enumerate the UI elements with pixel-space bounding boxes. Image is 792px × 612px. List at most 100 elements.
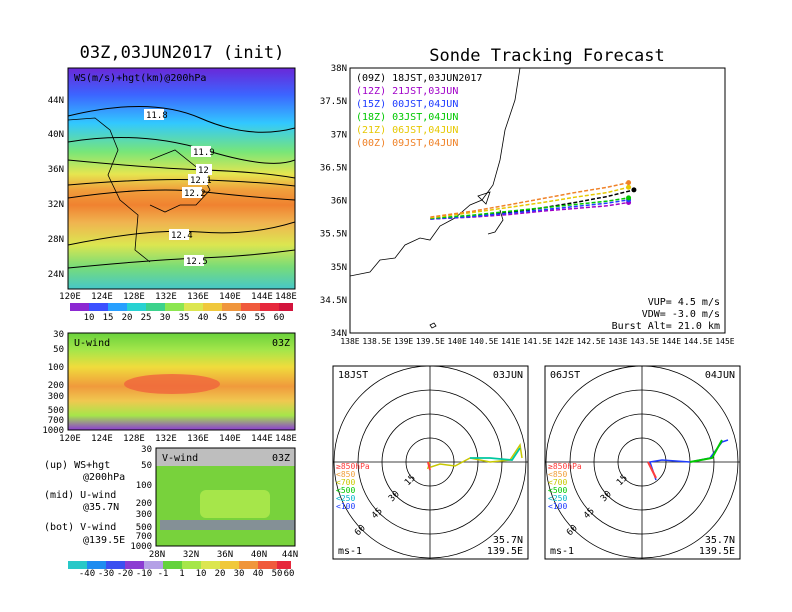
left-title: 03Z,03JUN2017 (init) <box>80 43 285 63</box>
lat-tick: 38N <box>331 64 347 74</box>
p-tick: 300 <box>48 392 64 402</box>
p-tick: 700 <box>136 532 152 542</box>
note-up: (up) WS+hgt <box>44 460 110 471</box>
lon-tick: 124E <box>91 292 113 302</box>
track-series-line <box>430 197 629 220</box>
hodo-unit: ms-1 <box>550 546 574 557</box>
p-tick: 300 <box>136 510 152 520</box>
lon-tick: 140.5E <box>469 337 498 346</box>
colorbar-tick: 50 <box>236 313 247 323</box>
contour-label: 11.9 <box>193 148 215 158</box>
p-tick: 100 <box>48 363 64 373</box>
contour-line <box>68 189 295 201</box>
lon-tick: 132E <box>155 292 177 302</box>
lon-tick: 136E <box>187 434 209 444</box>
contour-label: 12.5 <box>186 257 208 267</box>
lon-tick: 120E <box>59 434 81 444</box>
panel-notes: (up) WS+hgt @200hPa (mid) U-wind @35.7N … <box>44 460 125 546</box>
lat-tick: 37.5N <box>320 97 347 107</box>
lon-tick: 144E <box>662 337 681 346</box>
hodo-date: 04JUN <box>705 370 735 381</box>
lat-tick: 44N <box>282 550 298 560</box>
track-endpoint <box>631 187 637 193</box>
lat-tick: 34.5N <box>320 296 347 306</box>
level-label: <250 <box>548 494 567 503</box>
burst-alt-text: Burst Alt= 21.0 km <box>612 321 720 332</box>
lon-tick: 145E <box>715 337 734 346</box>
colorbar-tick: 25 <box>141 313 152 323</box>
track-frame <box>349 67 726 334</box>
track-coastline <box>350 68 521 329</box>
colorbar-tick: -20 <box>117 569 133 579</box>
contour-label: 12.1 <box>190 176 212 186</box>
colorbar-tick: 10 <box>196 569 207 579</box>
track-series-line <box>430 181 629 218</box>
level-label: <100 <box>548 502 567 511</box>
colorbar-tick: -40 <box>79 569 95 579</box>
contour-label: 12.2 <box>184 189 206 199</box>
track-lon-ticks: 138E 138.5E 139E 139.5E 140E 140.5E 141E 141.5E… <box>340 337 734 346</box>
lat-tick: 36N <box>331 197 347 207</box>
lon-tick: 148E <box>275 434 297 444</box>
map-lon-ticks: 120E 124E 128E 132E 136E 140E 144E 148E <box>59 292 297 302</box>
p-tick: 200 <box>136 499 152 509</box>
legend-entry: (00Z) 09JST,04JUN <box>356 138 458 149</box>
lon-tick: 124E <box>91 434 113 444</box>
p-tick: 30 <box>53 330 64 340</box>
contour-line <box>68 106 295 133</box>
hodograph-06jst: 06JST 04JUN 15 30 45 60 ≥850hPa <850 <70… <box>544 365 741 560</box>
lon-tick: 148E <box>275 292 297 302</box>
lon-tick: 140E <box>448 337 467 346</box>
colorbar-tick: -10 <box>136 569 152 579</box>
lat-tick: 36N <box>48 165 64 175</box>
note-mid: (mid) U-wind <box>44 490 116 501</box>
track-endpoint <box>626 195 632 201</box>
u-wind-panel: U-wind 03Z 30 50 100 200 300 500 700 100… <box>42 330 297 444</box>
colorbar-tick: 30 <box>160 313 171 323</box>
map-colorbar: 10 15 20 25 30 35 40 45 50 55 60 <box>70 303 293 323</box>
u-wind-core <box>124 374 220 394</box>
p-tick: 50 <box>53 345 64 355</box>
lon-tick: 144E <box>251 292 273 302</box>
lon-tick: 141.5E <box>523 337 552 346</box>
lon-tick: 128E <box>123 292 145 302</box>
lat-tick: 36N <box>217 550 233 560</box>
hodograph-18jst: 18JST 03JUN 15 30 45 60 ≥850hPa <850 <70… <box>332 365 529 560</box>
track-endpoint <box>626 180 632 186</box>
lon-tick: 142.5E <box>577 337 606 346</box>
track-endpoint <box>626 184 632 190</box>
lon-tick: 139E <box>394 337 413 346</box>
hodo-unit: ms-1 <box>338 546 362 557</box>
lat-tick: 37N <box>331 130 347 140</box>
track-series-line <box>430 186 629 219</box>
v-wind-panel: V-wind 03Z 30 50 100 200 300 500 700 100… <box>130 445 298 560</box>
colorbar-tick: -30 <box>98 569 114 579</box>
note-mid-level: @35.7N <box>83 502 119 513</box>
lat-tick: 40N <box>48 130 64 140</box>
colorbar-tick: 45 <box>217 313 228 323</box>
level-label: <500 <box>336 486 355 495</box>
legend-entry: (09Z) 18JST,03JUN2017 <box>356 73 482 84</box>
wind-speed-map: WS(m/s)+hgt(km)@200hPa 11.8 11.9 12 12.1… <box>48 67 297 302</box>
level-label: <850 <box>548 470 567 479</box>
p-tick: 30 <box>141 445 152 455</box>
legend-entry: (12Z) 21JST,03JUN <box>356 86 458 97</box>
note-bot: (bot) V-wind <box>44 522 116 533</box>
u-wind-label: U-wind <box>74 338 110 349</box>
contour-line <box>68 221 295 246</box>
colorbar-tick: -1 <box>158 569 169 579</box>
map-frame <box>67 67 296 290</box>
colorbar-tick: 50 <box>272 569 283 579</box>
track-plot: (09Z) 18JST,03JUN2017 (12Z) 21JST,03JUN … <box>320 64 735 346</box>
colorbar-tick: 20 <box>122 313 133 323</box>
legend-entry: (21Z) 06JST,04JUN <box>356 125 458 136</box>
hodo-date: 03JUN <box>493 370 523 381</box>
v-wind-label: V-wind <box>162 453 198 464</box>
level-label: <250 <box>336 494 355 503</box>
vdw-text: VDW= -3.0 m/s <box>642 309 720 320</box>
lon-tick: 140E <box>219 292 241 302</box>
lat-tick: 36.5N <box>320 163 347 173</box>
map-contour-labels: 11.8 11.9 12 12.1 12.2 12.4 12.5 <box>144 109 215 267</box>
u-wind-time: 03Z <box>272 338 290 349</box>
